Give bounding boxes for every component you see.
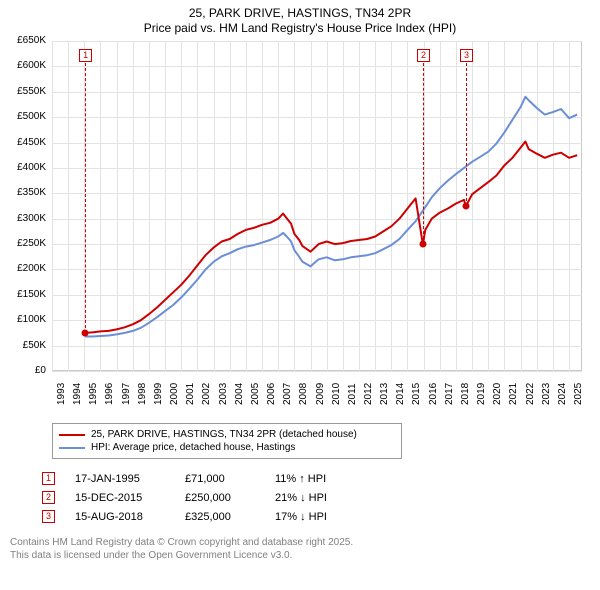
marker-dot — [420, 241, 427, 248]
marker-dashed — [423, 63, 424, 244]
y-axis-label: £600K — [0, 60, 46, 71]
legend-swatch — [59, 447, 85, 449]
y-axis-label: £450K — [0, 137, 46, 148]
marker-box: 3 — [460, 49, 473, 62]
marker-dot — [462, 203, 469, 210]
x-axis-label: 2017 — [444, 383, 455, 405]
transaction-pct: 17% ↓ HPI — [275, 511, 355, 523]
legend-item: HPI: Average price, detached house, Hast… — [59, 441, 395, 454]
y-axis-label: £500K — [0, 111, 46, 122]
transaction-marker: 3 — [42, 510, 55, 523]
transaction-row: 3 15-AUG-2018 £325,000 17% ↓ HPI — [42, 507, 600, 526]
x-axis-label: 2006 — [266, 383, 277, 405]
x-axis-label: 1994 — [72, 383, 83, 405]
series-hpi — [85, 97, 577, 337]
transaction-row: 2 15-DEC-2015 £250,000 21% ↓ HPI — [42, 488, 600, 507]
x-axis-label: 2004 — [234, 383, 245, 405]
marker-box: 2 — [417, 49, 430, 62]
x-axis-label: 1993 — [56, 383, 67, 405]
x-axis-label: 2014 — [395, 383, 406, 405]
x-axis-label: 2007 — [282, 383, 293, 405]
marker-dot — [82, 329, 89, 336]
chart-title: 25, PARK DRIVE, HASTINGS, TN34 2PR — [0, 6, 600, 20]
y-axis-label: £0 — [0, 365, 46, 376]
marker-box: 1 — [79, 49, 92, 62]
x-axis-label: 2005 — [250, 383, 261, 405]
y-axis-label: £200K — [0, 263, 46, 274]
x-axis-label: 2023 — [541, 383, 552, 405]
transaction-price: £325,000 — [185, 511, 255, 523]
series-price_paid — [85, 142, 577, 333]
footer-line-2: This data is licensed under the Open Gov… — [10, 549, 600, 562]
x-axis-label: 2022 — [525, 383, 536, 405]
transaction-date: 17-JAN-1995 — [75, 473, 165, 485]
y-axis-label: £150K — [0, 289, 46, 300]
x-axis-label: 2020 — [492, 383, 503, 405]
transaction-pct: 21% ↓ HPI — [275, 492, 355, 504]
x-axis-label: 2021 — [508, 383, 519, 405]
x-axis-label: 2003 — [218, 383, 229, 405]
transaction-price: £250,000 — [185, 492, 255, 504]
chart-header: 25, PARK DRIVE, HASTINGS, TN34 2PR Price… — [0, 0, 600, 37]
y-axis-label: £50K — [0, 340, 46, 351]
transaction-pct: 11% ↑ HPI — [275, 473, 355, 485]
transaction-date: 15-DEC-2015 — [75, 492, 165, 504]
x-axis-label: 1996 — [104, 383, 115, 405]
y-axis-label: £250K — [0, 238, 46, 249]
y-axis-label: £100K — [0, 314, 46, 325]
transaction-price: £71,000 — [185, 473, 255, 485]
x-axis-label: 2019 — [476, 383, 487, 405]
x-axis-label: 2018 — [460, 383, 471, 405]
x-axis-label: 1995 — [88, 383, 99, 405]
x-axis-label: 1998 — [137, 383, 148, 405]
gridline-h — [52, 371, 582, 372]
x-axis-label: 2015 — [411, 383, 422, 405]
legend-item: 25, PARK DRIVE, HASTINGS, TN34 2PR (deta… — [59, 428, 395, 441]
marker-dashed — [85, 63, 86, 333]
transaction-marker: 2 — [42, 491, 55, 504]
legend-swatch — [59, 434, 85, 436]
x-axis-label: 2012 — [363, 383, 374, 405]
y-axis-label: £400K — [0, 162, 46, 173]
legend-label: 25, PARK DRIVE, HASTINGS, TN34 2PR (deta… — [91, 429, 357, 440]
series-svg — [52, 41, 582, 371]
transaction-row: 1 17-JAN-1995 £71,000 11% ↑ HPI — [42, 469, 600, 488]
chart-area: £0 £50K £100K £150K £200K £250K £300K £350K £400… — [0, 37, 600, 417]
x-axis-label: 2016 — [428, 383, 439, 405]
x-axis-label: 2002 — [201, 383, 212, 405]
x-axis-label: 2025 — [573, 383, 584, 405]
transaction-marker: 1 — [42, 472, 55, 485]
x-axis-label: 1999 — [153, 383, 164, 405]
transactions-table: 1 17-JAN-1995 £71,000 11% ↑ HPI 2 15-DEC-2015… — [42, 469, 600, 526]
legend-label: HPI: Average price, detached house, Hast… — [91, 442, 295, 453]
x-axis-label: 2013 — [379, 383, 390, 405]
x-axis-label: 2010 — [331, 383, 342, 405]
x-axis-label: 2009 — [315, 383, 326, 405]
x-axis-label: 2024 — [557, 383, 568, 405]
transaction-date: 15-AUG-2018 — [75, 511, 165, 523]
legend: 25, PARK DRIVE, HASTINGS, TN34 2PR (deta… — [52, 423, 402, 459]
x-axis-label: 2001 — [185, 383, 196, 405]
x-axis-label: 1997 — [121, 383, 132, 405]
chart-subtitle: Price paid vs. HM Land Registry's House … — [0, 21, 600, 35]
x-axis-label: 2008 — [298, 383, 309, 405]
y-axis-label: £550K — [0, 86, 46, 97]
y-axis-label: £300K — [0, 213, 46, 224]
x-axis-label: 2000 — [169, 383, 180, 405]
marker-dashed — [466, 63, 467, 206]
y-axis-label: £650K — [0, 35, 46, 46]
y-axis-label: £350K — [0, 187, 46, 198]
footer-attribution: Contains HM Land Registry data © Crown c… — [10, 536, 600, 562]
footer-line-1: Contains HM Land Registry data © Crown c… — [10, 536, 600, 549]
x-axis-label: 2011 — [347, 383, 358, 405]
